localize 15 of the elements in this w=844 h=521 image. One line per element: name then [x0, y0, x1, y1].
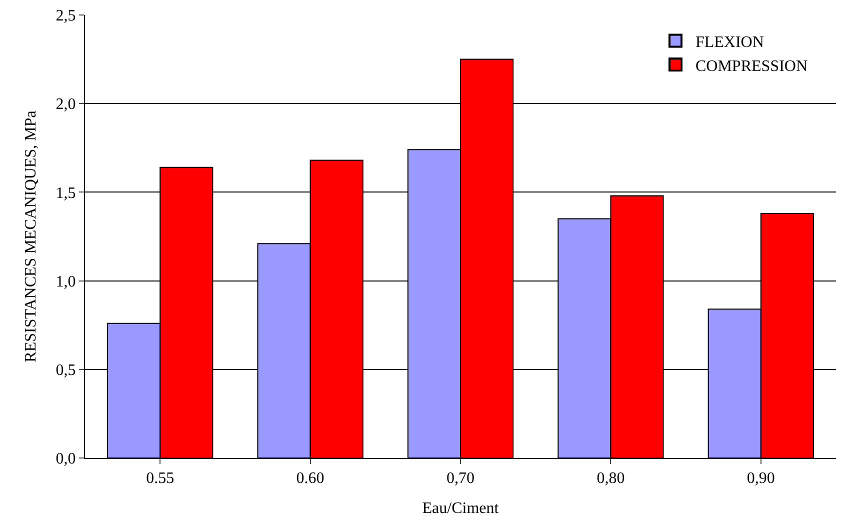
x-tick-label: 0,70 [446, 470, 474, 488]
legend-label: FLEXION [695, 34, 764, 51]
y-tick-label: 1,0 [56, 273, 76, 290]
x-tick-label: 0,90 [746, 470, 775, 488]
x-tick-label: 0.55 [146, 470, 174, 488]
legend-label: COMPRESSION [695, 58, 808, 75]
y-tick-label: 2,5 [56, 8, 76, 25]
x-tick-label: 0,80 [596, 470, 625, 488]
y-tick-label: 1,5 [56, 184, 76, 202]
x-tick-label: 0.60 [296, 470, 324, 488]
y-tick-label: 0,5 [56, 362, 76, 379]
y-tick-label: 0,0 [56, 450, 76, 468]
y-axis-title: RESISTANCES MECANIQUES, MPa [22, 110, 40, 362]
y-tick-label: 2,0 [56, 96, 76, 114]
x-axis-title: Eau/Ciment [422, 500, 500, 517]
